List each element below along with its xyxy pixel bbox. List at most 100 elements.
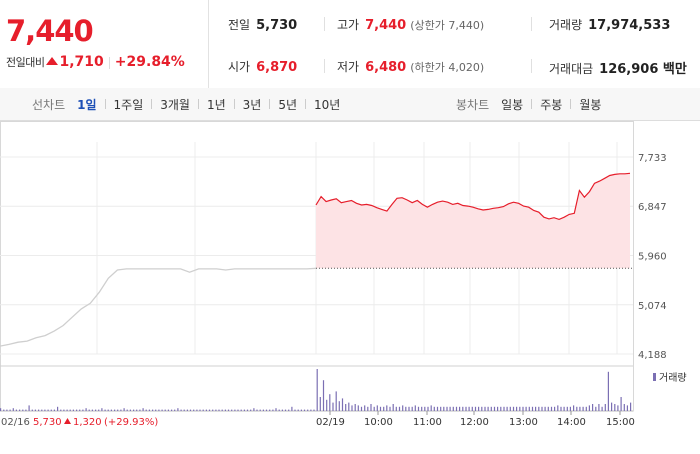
volume-bar (316, 369, 318, 411)
x-tick-label: 15:00 (606, 417, 635, 428)
volume-bar (446, 406, 448, 411)
volume-bar (79, 409, 81, 411)
volume-bar (626, 405, 628, 411)
volume-bar (538, 406, 540, 411)
today-price-line (315, 172, 631, 221)
tab-weekly-candle[interactable]: 주봉 (540, 97, 563, 112)
volume-bar (335, 391, 337, 411)
volume-bar (237, 409, 239, 411)
tab-5year[interactable]: 5년 (278, 97, 298, 112)
tab-daily-candle[interactable]: 일봉 (501, 97, 524, 112)
volume-bar (208, 409, 211, 411)
volume-bar (284, 409, 287, 411)
stat-value: 5,730 (256, 18, 298, 33)
prev-day-change-percent: (+29.93%) (104, 417, 158, 428)
volume-bar (307, 409, 309, 411)
stat-open: 시가 6,870 (228, 58, 297, 75)
x-tick-label: 02/19 (316, 417, 345, 428)
volume-bar (367, 406, 369, 411)
volume-bar (611, 402, 613, 411)
volume-bar (490, 406, 492, 411)
volume-bar (167, 409, 169, 411)
divider (531, 17, 532, 31)
up-arrow-icon (46, 57, 59, 65)
x-tick-label: 11:00 (413, 417, 442, 428)
volume-bar (493, 406, 496, 411)
tab-1day[interactable]: 1일 (77, 97, 97, 112)
volume-bar (550, 406, 553, 411)
stat-label: 시가 (228, 60, 251, 74)
volume-bar (3, 409, 5, 411)
volume-bar (459, 406, 461, 411)
volume-bar (25, 409, 27, 411)
volume-bar (544, 406, 546, 411)
tab-3month[interactable]: 3개월 (160, 97, 190, 112)
volume-bar (291, 406, 293, 411)
volume-bar (256, 409, 258, 411)
volume-bar (345, 404, 347, 411)
volume-bar (329, 394, 331, 411)
volume-bar (114, 409, 116, 411)
tab-3year[interactable]: 3년 (242, 97, 262, 112)
volume-bar (44, 409, 46, 411)
volume-bar (326, 399, 328, 411)
volume-bar (34, 409, 36, 411)
stat-label: 거래량 (549, 18, 583, 32)
stat-value: 6,480 (365, 60, 407, 75)
divider (531, 99, 533, 109)
volume-bar (250, 409, 252, 411)
volume-bar (31, 409, 33, 411)
volume-bar (120, 409, 122, 411)
volume-bar (272, 409, 274, 411)
chart-svg: 7,733 6,847 5,960 5,074 4,188 02/19 10:00 11:0… (0, 121, 687, 428)
volume-bar (440, 406, 442, 411)
volume-bar (177, 408, 179, 411)
volume-bar (598, 404, 600, 411)
volume-bar (620, 397, 622, 411)
volume-bar (500, 406, 502, 411)
volume-bar (497, 406, 499, 411)
volume-bar (370, 404, 372, 411)
volume-bar (0, 408, 2, 411)
volume-bar (563, 406, 565, 411)
tab-1week[interactable]: 1주일 (113, 97, 144, 112)
stat-sub: (하한가 4,020) (410, 61, 485, 74)
volume-bar (449, 406, 451, 411)
volume-bar (398, 406, 401, 411)
tab-1year[interactable]: 1년 (206, 97, 226, 112)
y-tick-label: 4,188 (638, 350, 667, 361)
volume-bar (351, 405, 353, 411)
stat-value: 126,906 백만 (599, 62, 687, 77)
volume-bar (373, 406, 375, 411)
volume-bar (386, 405, 388, 411)
tab-10year[interactable]: 10년 (314, 97, 341, 112)
volume-bar (348, 402, 350, 411)
divider (104, 99, 106, 109)
volume-bar (411, 406, 413, 411)
volume-bar (161, 409, 163, 411)
volume-bar (110, 409, 112, 411)
volume-bar (319, 397, 321, 411)
stat-value: 6,870 (256, 60, 298, 75)
volume-bar (322, 380, 325, 411)
prev-day-line (0, 267, 317, 347)
volume-bar (145, 409, 147, 411)
change-percent: +29.84% (114, 54, 185, 70)
volume-bar (183, 409, 185, 411)
volume-bar (623, 404, 625, 411)
volume-bar (221, 409, 223, 411)
volume-bar (592, 404, 594, 411)
quote-header: 7,440 전일대비 1,710 +29.84% 전일 5,730 고가 7,440 (상… (0, 0, 700, 89)
volume-bar (408, 406, 410, 411)
stat-label: 거래대금 (549, 62, 594, 76)
price-chart[interactable]: 7,733 6,847 5,960 5,074 4,188 02/19 10:00 11:0… (0, 121, 700, 450)
volume-bar (405, 406, 407, 411)
prev-day-date: 02/16 (1, 417, 30, 428)
divider (269, 99, 271, 109)
volume-bar (234, 409, 236, 411)
volume-bar (142, 408, 144, 411)
tab-monthly-candle[interactable]: 월봉 (579, 97, 602, 112)
volume-bar (427, 406, 429, 411)
volume-bar (332, 402, 334, 411)
volume-bar (297, 409, 299, 411)
